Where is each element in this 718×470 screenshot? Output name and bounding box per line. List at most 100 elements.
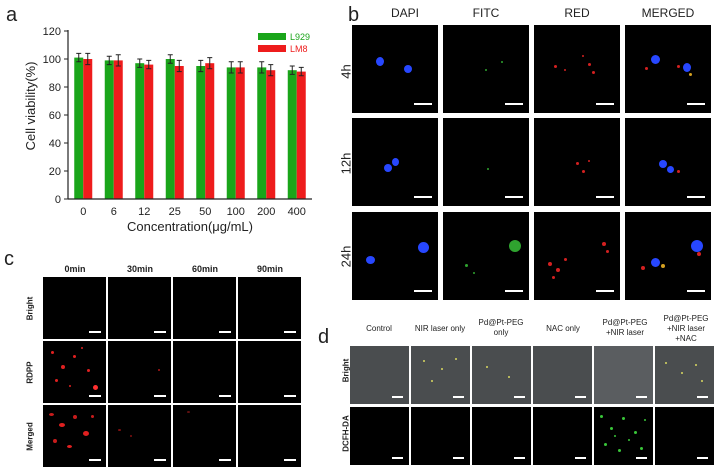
panel-d-image-dcfh-pdpt-peg-nir-laser-nac	[655, 407, 714, 465]
panel-c-image-merged-0min	[43, 405, 106, 467]
panel-b-image-4h-red	[534, 25, 620, 113]
panel-b-col-red: RED	[564, 6, 590, 20]
panel-c-image-rdpp-90min	[238, 341, 301, 403]
panel-c-image-bright-30min	[108, 277, 171, 339]
error-bar	[289, 65, 295, 75]
panel-c-row-bright: Bright	[25, 296, 35, 321]
panel-letter-c: c	[4, 248, 14, 270]
bar-lm8-400	[296, 71, 306, 199]
bar-lm8-100	[235, 67, 245, 200]
panel-b-image-24h-merged	[625, 212, 711, 300]
panel-c-row-merged: Merged	[25, 422, 35, 451]
x-tick-label: 12	[138, 206, 150, 218]
panel-d-image-dcfh-nac-only	[533, 407, 592, 465]
panel-c-image-rdpp-30min	[108, 341, 171, 403]
x-tick-label: 200	[257, 206, 275, 218]
error-bar	[228, 61, 234, 74]
panel-b-col-fitc: FITC	[472, 6, 500, 20]
panel-b-image-12h-fitc	[443, 118, 529, 206]
panel-c-row-rdpp: RDPP	[25, 361, 35, 384]
panel-d-image-bright-nac-only	[533, 346, 592, 404]
panel-d-image-bright-pdpt-peg-nir-laser	[594, 346, 653, 404]
panel-letter-b: b	[348, 4, 360, 26]
y-tick-label: 40	[49, 138, 61, 150]
bar-lm8-12	[144, 64, 154, 199]
x-tick-label: 0	[80, 206, 86, 218]
error-bar	[137, 58, 143, 68]
panel-c-image-bright-60min	[173, 277, 236, 339]
panel-letter-a: a	[6, 4, 18, 26]
legend-swatch-lm8	[258, 45, 286, 52]
bar-l929-0	[74, 57, 84, 199]
panel-d-image-bright-pdpt-peg-only	[472, 346, 531, 404]
panel-b-image-24h-red	[534, 212, 620, 300]
panel-c-col-30min: 30min	[126, 264, 153, 274]
bar-l929-50	[196, 66, 206, 199]
error-bar	[176, 59, 182, 73]
panel-c-image-merged-30min	[108, 405, 171, 467]
bar-l929-100	[226, 67, 236, 200]
legend-swatch-l929	[258, 33, 286, 40]
panel-b-image-4h-dapi	[352, 25, 438, 113]
panel-d-col-control: Control	[366, 324, 392, 333]
panel-d-col-pdpt-peg-nir-laser: Pd@Pt-PEG +NIR laser	[602, 318, 648, 337]
panel-b-image-24h-fitc	[443, 212, 529, 300]
panel-d-image-bright-control	[350, 346, 409, 404]
panel-d-col-pdpt-peg-nir-laser-nac: Pd@Pt-PEG +NIR laser +NAC	[663, 314, 709, 343]
bar-lm8-25	[174, 66, 184, 199]
y-tick-label: 0	[55, 194, 61, 206]
panel-c-image-bright-90min	[238, 277, 301, 339]
panel-b-col-merged: MERGED	[641, 6, 695, 20]
panel-d-image-dcfh-nir-laser-only	[411, 407, 470, 465]
bar-l929-12	[135, 63, 145, 200]
panel-d-image-dcfh-control	[350, 407, 409, 465]
panel-c-image-rdpp-60min	[173, 341, 236, 403]
bar-lm8-50	[205, 63, 215, 200]
panel-d-col-nac-only: NAC only	[546, 324, 580, 333]
panel-b-image-12h-dapi	[352, 118, 438, 206]
legend-label-lm8: LM8	[290, 44, 308, 54]
y-tick-label: 120	[43, 26, 61, 38]
error-bar	[268, 64, 274, 77]
x-tick-label: 6	[111, 206, 117, 218]
panel-d-col-nir-laser-only: NIR laser only	[414, 324, 466, 333]
error-bar	[237, 61, 243, 74]
y-tick-label: 20	[49, 166, 61, 178]
error-bar	[76, 52, 82, 63]
panel-c-image-merged-90min	[238, 405, 301, 467]
error-bar	[298, 66, 304, 77]
error-bar	[85, 52, 91, 66]
legend-label-l929: L929	[290, 32, 310, 42]
x-tick-label: 50	[199, 206, 211, 218]
y-tick-label: 100	[43, 54, 61, 66]
error-bar	[106, 55, 112, 66]
panel-b-image-12h-red	[534, 118, 620, 206]
error-bar	[198, 59, 204, 73]
panel-d-col-pdpt-peg-only: Pd@Pt-PEG only	[478, 318, 524, 337]
panel-c-col-0min: 0min	[64, 264, 86, 274]
panel-d-image-bright-pdpt-peg-nir-laser-nac	[655, 346, 714, 404]
panel-d-image-dcfh-pdpt-peg-only	[472, 407, 531, 465]
panel-b-image-4h-fitc	[443, 25, 529, 113]
panel-c-image-merged-60min	[173, 405, 236, 467]
panel-b-image-4h-merged	[625, 25, 711, 113]
panel-b-image-12h-merged	[625, 118, 711, 206]
panel-c-image-rdpp-0min	[43, 341, 106, 403]
chart-y-axis-label: Cell viability(%)	[23, 62, 38, 151]
error-bar	[115, 54, 121, 67]
bar-lm8-200	[266, 70, 276, 199]
x-tick-label: 25	[169, 206, 181, 218]
error-bar	[146, 59, 152, 70]
panel-b-image-24h-dapi	[352, 212, 438, 300]
y-tick-label: 80	[49, 82, 61, 94]
bar-l929-6	[104, 60, 114, 200]
panel-c-image-bright-0min	[43, 277, 106, 339]
panel-c-col-90min: 90min	[256, 264, 283, 274]
panel-d-image-dcfh-pdpt-peg-nir-laser	[594, 407, 653, 465]
error-bar	[207, 57, 213, 70]
panel-d-image-bright-nir-laser-only	[411, 346, 470, 404]
x-tick-label: 100	[227, 206, 245, 218]
bar-l929-400	[287, 70, 297, 199]
bar-lm8-0	[83, 59, 93, 199]
chart-x-axis-label: Concentration(μg/mL)	[127, 219, 253, 234]
